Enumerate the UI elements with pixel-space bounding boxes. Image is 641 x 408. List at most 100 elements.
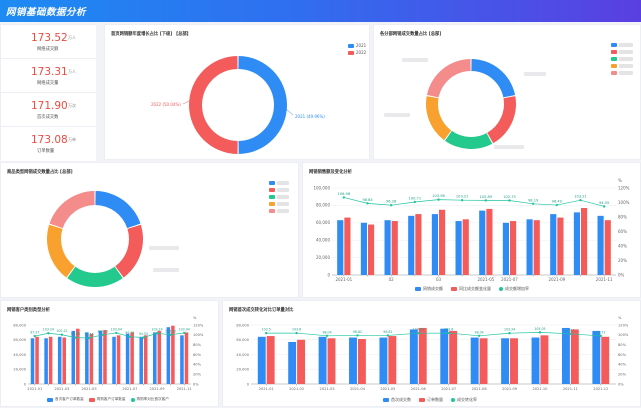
bar: [531, 337, 540, 384]
bar: [62, 337, 66, 384]
bar: [130, 332, 134, 384]
bar: [462, 219, 469, 275]
data-label: 103.6: [292, 328, 301, 332]
line-point: [325, 334, 329, 337]
y2-tick-label: 20%: [193, 372, 202, 376]
panel-title: 首页网销额年度增长占比 [下级] 【总部】: [111, 32, 191, 37]
bar: [510, 221, 517, 275]
bar-panel-sales: 网销销售额及变化分析 0 20,000 40,000 60,000 80,000 100,…: [302, 162, 641, 298]
x-tick-label: 2021-03: [54, 387, 69, 391]
line-point: [599, 334, 602, 338]
data-label: 103.94: [179, 327, 190, 331]
kpi-card: 173.52 万人 网络成交额: [1, 25, 96, 59]
data-label: 100.02: [165, 329, 176, 333]
pie-slice: [426, 59, 471, 98]
x-tick-label: 2021-08: [472, 387, 488, 391]
x-tick-label: 2021-07: [122, 387, 137, 391]
bar: [557, 217, 564, 275]
legend-item[interactable]: [611, 48, 633, 55]
line-point: [101, 333, 104, 337]
page-title: 网销基础数据分析: [6, 7, 87, 18]
line-point: [389, 203, 393, 207]
legend-item[interactable]: 同比成交额变化量: [451, 286, 491, 292]
x-tick-label: 2021-05: [477, 277, 494, 282]
pie-panel-year-share: 首页网销额年度增长占比 [下级] 【总部】 2021 2022 2021 (49…: [104, 24, 370, 160]
obscured-slice-label: [524, 72, 546, 76]
bar: [415, 214, 422, 275]
legend-item[interactable]: [269, 186, 289, 193]
legend-item[interactable]: 再购客户订单数量: [88, 397, 126, 402]
bar: [570, 329, 579, 384]
obscured-slice-label: [494, 145, 524, 149]
bar-panel-conversion: 网销首次成交转化对比订单量对比 0 20,000 40,000 60,000 80,00…: [222, 300, 641, 407]
line-point: [47, 332, 50, 335]
line-point: [356, 334, 359, 337]
legend-item[interactable]: 首次成交数: [383, 397, 411, 403]
x-tick-label: 03: [436, 277, 442, 282]
line-point: [60, 333, 64, 336]
legend-item[interactable]: 订单数量: [419, 397, 443, 403]
bar: [297, 339, 306, 384]
legend-item[interactable]: [611, 41, 633, 48]
line-point: [477, 334, 481, 337]
legend-item[interactable]: [269, 207, 289, 214]
legend-item[interactable]: 首次客户订单数量: [47, 397, 84, 402]
x-tick-label: 2021-01: [259, 387, 274, 391]
line-point: [555, 203, 559, 207]
pie-slice: [67, 266, 123, 287]
legend-label: 首次客户订单数量: [55, 397, 84, 401]
bar: [384, 220, 391, 275]
x-tick-label: 2021-06: [411, 387, 427, 391]
legend-item[interactable]: 2021: [348, 42, 366, 49]
legend-item[interactable]: [269, 200, 289, 207]
y-tick-label: 80,000: [316, 203, 330, 208]
line-point: [128, 335, 132, 338]
legend-item[interactable]: 成交额增加率: [499, 286, 529, 292]
data-label: 103.34: [413, 328, 424, 332]
bar: [449, 330, 458, 384]
x-tick-label: 2021-12: [593, 387, 608, 391]
y2-tick-label: 120%: [618, 323, 629, 327]
bar: [76, 328, 80, 384]
bar: [479, 338, 488, 384]
line-series: [343, 197, 605, 207]
y2-tick-label: 40%: [618, 243, 627, 248]
bar: [540, 335, 549, 384]
data-label: 96.28: [386, 200, 397, 204]
legend-item[interactable]: [611, 55, 633, 62]
bar: [388, 336, 397, 384]
legend-item[interactable]: 网销成交额: [415, 286, 443, 292]
pie-slice-label: 2022 (50.04%): [151, 102, 181, 107]
legend-item[interactable]: [611, 62, 633, 69]
legend-item[interactable]: 再购率对比首次客户: [130, 397, 169, 402]
data-label: 102.89: [480, 195, 493, 199]
legend-item[interactable]: 成交转化率: [451, 397, 477, 403]
pie3-legend: [269, 179, 289, 214]
legend-item[interactable]: [611, 69, 633, 76]
data-label: 103.6: [444, 328, 453, 332]
bar: [601, 336, 610, 384]
line-point: [366, 202, 369, 205]
legend-label: 再购率对比首次客户: [136, 397, 169, 401]
data-label: 98.82: [383, 330, 392, 334]
line-point: [169, 333, 172, 337]
bar: [89, 333, 94, 384]
obscured-slice-label: [153, 268, 179, 272]
bar-panel-customers: 网销客户类别类型分析 0 20,000 40,000 60,000 80,000 0% 20…: [0, 300, 219, 407]
pie-slice: [444, 130, 493, 149]
y2-tick-label: 20%: [618, 258, 627, 263]
pie-label-leader: [285, 108, 294, 116]
legend-item[interactable]: [269, 179, 289, 186]
legend-label: 网销成交额: [423, 286, 443, 291]
bar-chart-customers: 0 20,000 40,000 60,000 80,000 0% 20% 40% 60% 80% 1…: [13, 316, 203, 391]
line-point: [87, 336, 91, 340]
bar: [431, 214, 438, 275]
legend-item[interactable]: 2022: [348, 49, 366, 56]
kpi-card: 173.31 万人 网络成交量: [1, 59, 96, 93]
kpi-value: 171.90: [31, 100, 68, 112]
bar: [153, 332, 157, 384]
data-label: 98.04: [322, 330, 331, 334]
y2-unit-label: %: [618, 316, 622, 320]
data-label: 105.05: [534, 327, 545, 331]
legend-item[interactable]: [269, 193, 289, 200]
